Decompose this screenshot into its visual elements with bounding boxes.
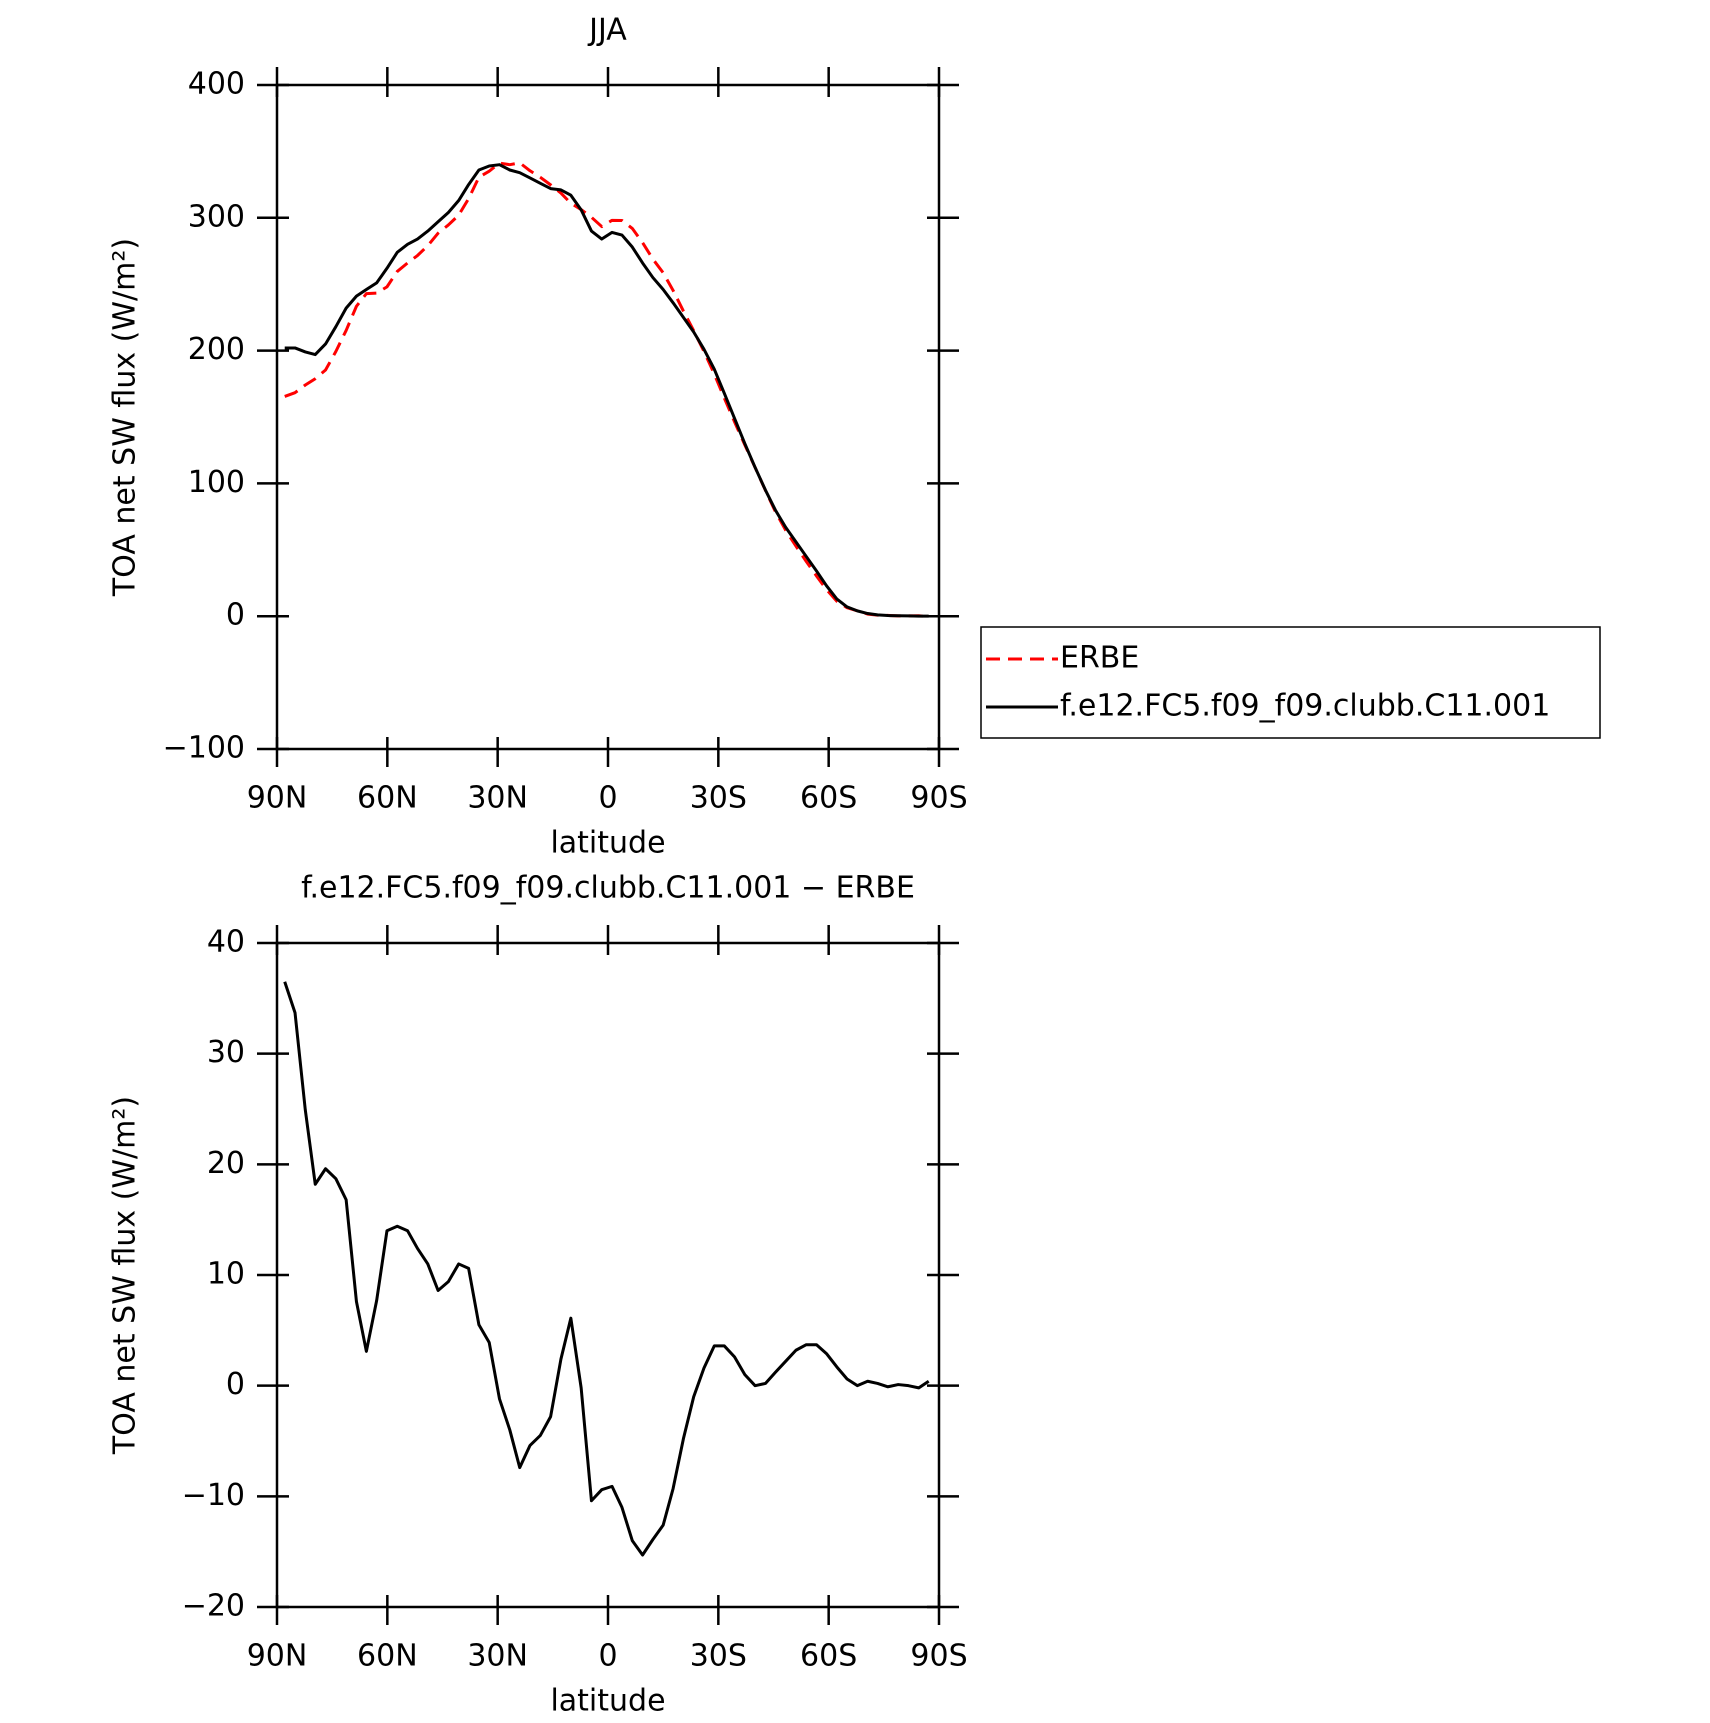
x-tick-label: 60N	[357, 781, 418, 816]
legend-box	[980, 626, 1601, 739]
x-tick-label: 90S	[910, 1639, 967, 1674]
x-tick-label: 90N	[247, 1639, 308, 1674]
x-tick-label: 30N	[467, 1639, 528, 1674]
y-axis-label: TOA net SW flux (W/m²)	[108, 238, 143, 597]
y-tick-label: −10	[182, 1478, 245, 1513]
data-line	[284, 161, 929, 619]
data-line	[284, 163, 929, 618]
x-axis-label: latitude	[550, 1684, 665, 1719]
y-tick-label: 0	[226, 1367, 245, 1402]
x-tick-label: 30S	[690, 1639, 747, 1674]
y-tick-label: −100	[163, 731, 245, 766]
y-tick-label: 20	[207, 1146, 245, 1181]
y-tick-label: 40	[207, 925, 245, 960]
y-tick-label: 200	[188, 332, 245, 367]
x-tick-label: 60S	[800, 1639, 857, 1674]
plot-frame	[275, 83, 941, 751]
y-tick-label: 400	[188, 67, 245, 102]
data-line	[283, 981, 930, 1557]
x-tick-label: 30N	[467, 781, 528, 816]
x-tick-label: 90S	[910, 781, 967, 816]
x-tick-label: 60S	[800, 781, 857, 816]
y-tick-label: 300	[188, 199, 245, 234]
chart-title: f.e12.FC5.f09_f09.clubb.C11.001 − ERBE	[301, 871, 915, 906]
x-tick-label: 60N	[357, 1639, 418, 1674]
x-tick-label: 30S	[690, 781, 747, 816]
chart-title: JJA	[587, 13, 627, 48]
y-tick-label: −20	[182, 1589, 245, 1624]
x-tick-label: 90N	[247, 781, 308, 816]
y-axis-label: TOA net SW flux (W/m²)	[108, 1096, 143, 1455]
x-tick-label: 0	[598, 1639, 617, 1674]
x-axis-label: latitude	[550, 826, 665, 861]
y-tick-label: 0	[226, 598, 245, 633]
legend-label: ERBE	[1060, 641, 1139, 676]
y-tick-label: 10	[207, 1257, 245, 1292]
y-tick-label: 30	[207, 1035, 245, 1070]
plot-frame	[275, 941, 941, 1609]
legend-label: f.e12.FC5.f09_f09.clubb.C11.001	[1060, 689, 1550, 724]
y-tick-label: 100	[188, 465, 245, 500]
x-tick-label: 0	[598, 781, 617, 816]
